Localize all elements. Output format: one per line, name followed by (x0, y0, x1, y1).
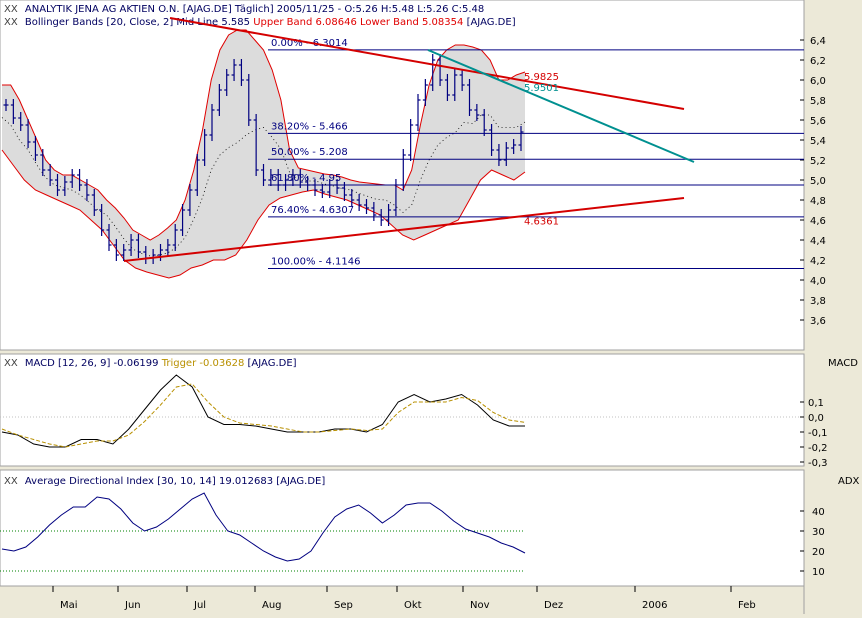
fib-label: 76.40% - 4.6307 (271, 205, 354, 216)
x-axis-label: Aug (262, 600, 282, 611)
bollinger-symbol: [AJAG.DE] (467, 17, 516, 28)
x-axis-label: 2006 (642, 600, 667, 611)
bollinger-band-area (2, 30, 525, 278)
macd-symbol: [AJAG.DE] (248, 358, 297, 369)
trendline-label-lower: 4.6361 (524, 216, 559, 227)
trendline-resistance (169, 17, 685, 110)
trendline-teal (427, 49, 695, 163)
price-y-tick-label: 4,2 (810, 256, 826, 267)
adx-panel-label: ADX (838, 476, 860, 487)
macd-line (1, 374, 525, 448)
macd-panel[interactable] (0, 353, 805, 467)
fib-label: 50.00% - 5.208 (271, 147, 348, 158)
chart-title: XX ANALYTIK JENA AG AKTIEN O.N. [AJAG.DE… (4, 4, 484, 15)
adx-panel[interactable] (0, 469, 805, 587)
x-axis-label: Jul (193, 600, 206, 611)
price-y-tick-label: 3,8 (810, 296, 826, 307)
macd-y-tick-label: -0,2 (808, 443, 828, 454)
macd-y-tick-label: 0,1 (808, 398, 824, 409)
bollinger-legend[interactable]: XX Bollinger Bands [20, Close, 2] Mid Li… (4, 17, 516, 28)
bollinger-mid-line (1, 114, 526, 257)
macd-trigger-text: Trigger -0.03628 (161, 358, 245, 369)
price-y-tick-label: 5,6 (810, 116, 826, 127)
x-axis-label: Dez (544, 600, 563, 611)
price-y-tick-label: 5,0 (810, 176, 826, 187)
x-axis-label: Nov (470, 600, 490, 611)
trendline-label-upper: 5.9825 (524, 72, 559, 83)
price-y-tick-label: 6,2 (810, 56, 826, 67)
price-y-tick-label: 4,0 (810, 276, 826, 287)
price-panel[interactable] (0, 0, 805, 351)
price-y-tick-label: 4,6 (810, 216, 826, 227)
trendline-support (123, 197, 685, 262)
adx-y-tick-label: 40 (812, 507, 825, 518)
fib-label: 100.00% - 4.1146 (271, 257, 360, 268)
macd-y-tick-label: 0,0 (808, 413, 824, 424)
bollinger-text: Bollinger Bands [20, Close, 2] Mid Line … (25, 17, 253, 28)
trendline-label-teal: 5.9501 (524, 83, 559, 94)
adx-marker: XX (4, 476, 18, 487)
price-y-tick-label: 3,6 (810, 316, 826, 327)
price-y-tick-label: 5,4 (810, 136, 826, 147)
macd-y-tick-label: -0,1 (808, 428, 828, 439)
x-axis-label: Okt (404, 600, 422, 611)
adx-y-tick-label: 20 (812, 547, 825, 558)
macd-y-tick-label: -0,3 (808, 458, 828, 469)
x-axis-label: Sep (334, 600, 353, 611)
macd-text: MACD [12, 26, 9] -0.06199 (25, 358, 162, 369)
price-y-tick-label: 6,4 (810, 36, 826, 47)
bollinger-marker: XX (4, 17, 18, 28)
adx-legend[interactable]: XX Average Directional Index [30, 10, 14… (4, 476, 325, 487)
x-axis-label: Feb (738, 600, 756, 611)
macd-trigger-line (1, 383, 526, 448)
title-marker: XX (4, 4, 18, 15)
x-axis-label: Jun (124, 600, 141, 611)
price-y-tick-label: 4,4 (810, 236, 826, 247)
adx-y-tick-label: 30 (812, 527, 825, 538)
price-y-tick-label: 5,8 (810, 96, 826, 107)
bollinger-bands-text: Upper Band 6.08646 Lower Band 5.08354 (253, 17, 463, 28)
price-y-tick-label: 4,8 (810, 196, 826, 207)
macd-panel-label: MACD (828, 358, 858, 369)
adx-y-tick-label: 10 (812, 567, 825, 578)
bollinger-lower-band (1, 149, 526, 279)
price-y-tick-label: 6,0 (810, 76, 826, 87)
title-text: ANALYTIK JENA AG AKTIEN O.N. [AJAG.DE] T… (25, 4, 484, 15)
fib-label: 38.20% - 5.466 (271, 121, 348, 132)
x-axis-label: Mai (60, 600, 78, 611)
adx-text: Average Directional Index [30, 10, 14] 1… (25, 476, 325, 487)
adx-line (1, 492, 526, 562)
price-y-tick-label: 5,2 (810, 156, 826, 167)
macd-marker: XX (4, 358, 18, 369)
fib-label: 61.80% - 4.95 (271, 173, 341, 184)
macd-legend[interactable]: XX MACD [12, 26, 9] -0.06199 Trigger -0.… (4, 358, 297, 369)
